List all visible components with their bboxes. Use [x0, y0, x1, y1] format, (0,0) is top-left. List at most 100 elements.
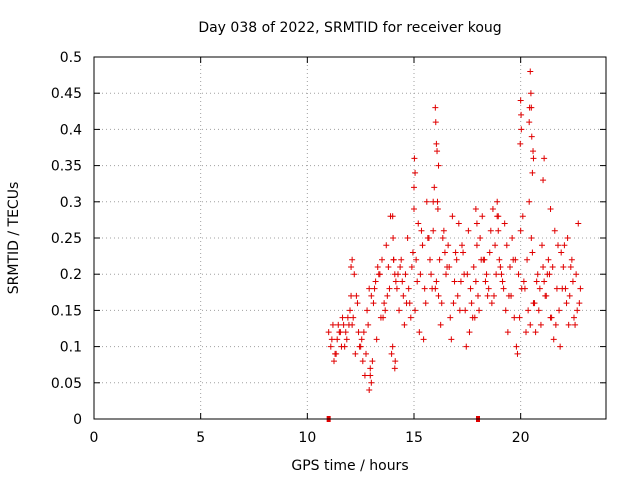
data-point — [557, 343, 564, 350]
data-point — [459, 242, 465, 249]
data-point — [383, 242, 390, 249]
data-point — [542, 292, 549, 299]
data-point — [408, 263, 415, 270]
data-point — [571, 314, 577, 321]
data-point — [432, 104, 439, 111]
data-point — [451, 278, 458, 285]
data-point — [348, 263, 355, 270]
data-point — [391, 365, 398, 372]
data-point — [518, 126, 525, 133]
data-point — [550, 336, 557, 343]
data-point — [541, 278, 548, 285]
data-point — [432, 119, 439, 126]
y-tick-label: 0.1 — [60, 340, 82, 356]
data-point — [560, 263, 567, 270]
data-point — [404, 235, 411, 241]
data-point — [431, 184, 438, 191]
data-point — [340, 321, 347, 328]
data-point — [422, 300, 429, 307]
data-point — [511, 314, 518, 321]
data-point — [577, 285, 584, 292]
data-point — [327, 343, 334, 350]
data-point — [412, 307, 419, 314]
data-point — [504, 329, 511, 336]
data-point — [499, 278, 506, 285]
y-tick-label: 0 — [73, 412, 82, 428]
y-tick-label: 0.4 — [60, 122, 82, 138]
data-point — [339, 314, 346, 321]
data-point — [373, 336, 380, 343]
data-point — [399, 278, 406, 285]
data-point — [333, 350, 340, 357]
data-point — [420, 336, 427, 343]
data-point — [480, 256, 487, 263]
data-point — [548, 314, 555, 321]
data-point — [559, 285, 566, 292]
data-point — [479, 213, 486, 220]
data-point — [349, 256, 356, 263]
axis-tick-labels: 0 5 10 15 20 0 0.05 0.1 0.15 0.2 0.25 0.3 0.35 0.4 0.4… — [51, 50, 530, 446]
data-point — [503, 242, 510, 249]
data-point — [449, 213, 456, 220]
data-point — [396, 307, 403, 314]
data-point — [418, 227, 425, 234]
data-point — [460, 249, 467, 256]
data-point — [440, 227, 447, 234]
data-point — [363, 350, 369, 357]
data-point — [531, 300, 538, 307]
data-point — [457, 278, 464, 285]
data-point — [526, 198, 533, 205]
data-point — [526, 104, 533, 111]
data-point — [523, 329, 529, 336]
data-point — [421, 285, 428, 292]
data-point — [443, 271, 449, 278]
data-point — [500, 285, 507, 292]
data-point — [549, 263, 556, 270]
data-point — [530, 155, 537, 162]
data-point — [527, 321, 534, 328]
data-point — [567, 263, 574, 270]
data-point — [517, 227, 524, 234]
data-point — [436, 256, 443, 263]
data-point — [519, 213, 526, 220]
data-point — [569, 278, 576, 285]
data-point — [401, 321, 408, 328]
data-point — [448, 336, 455, 343]
x-tick-label: 0 — [90, 430, 99, 446]
data-point — [392, 278, 399, 285]
data-point — [367, 372, 374, 379]
data-point — [341, 343, 348, 350]
data-point — [365, 321, 372, 328]
data-point — [355, 329, 362, 336]
data-point — [356, 343, 363, 350]
data-point — [389, 213, 396, 220]
data-point — [368, 379, 375, 386]
data-point — [429, 285, 436, 292]
data-point — [452, 249, 459, 256]
data-point — [518, 111, 525, 118]
data-point — [424, 235, 431, 241]
data-point — [370, 300, 377, 307]
data-point — [476, 307, 483, 314]
data-point — [471, 314, 478, 321]
data-point — [350, 314, 357, 321]
y-tick-label: 0.15 — [51, 303, 82, 319]
data-point — [528, 235, 535, 241]
data-point — [392, 358, 399, 365]
data-point — [331, 358, 337, 365]
data-point — [390, 256, 397, 263]
data-point — [395, 271, 401, 278]
data-point — [574, 307, 581, 314]
data-point — [354, 300, 361, 307]
data-point — [514, 350, 521, 357]
data-point — [529, 169, 536, 176]
data-point — [541, 155, 548, 162]
data-point — [411, 206, 417, 213]
data-point — [441, 249, 448, 256]
data-point — [359, 358, 366, 365]
data-point — [435, 162, 442, 169]
data-point — [334, 336, 341, 343]
data-point — [328, 336, 335, 343]
data-point — [498, 271, 505, 278]
